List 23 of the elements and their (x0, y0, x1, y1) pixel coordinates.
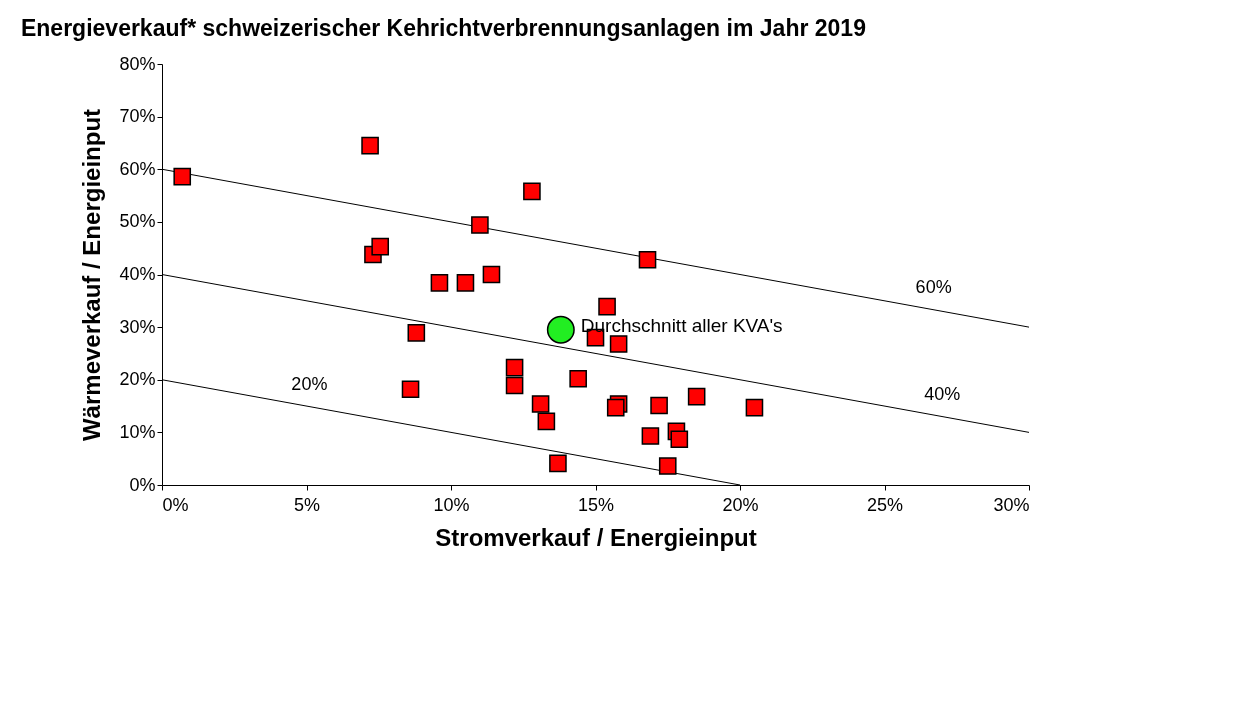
x-axis-title: Stromverkauf / Energieinput (435, 523, 757, 551)
y-axis-title: Wärmeverkauf / Energieinput (78, 108, 106, 442)
x-tick-label: 0% (162, 494, 189, 515)
y-tick-label: 80% (119, 53, 156, 74)
x-tick-label: 5% (293, 494, 321, 515)
series-label: 20% (291, 373, 328, 394)
y-tick-label: 0% (129, 474, 156, 495)
y-tick-label: 50% (119, 211, 156, 232)
x-tick-label: 30% (993, 494, 1030, 515)
x-tick-label: 15% (577, 494, 615, 515)
y-tick-label: 10% (119, 421, 156, 442)
series-label: 60% (915, 276, 952, 297)
y-tick-label: 60% (119, 158, 156, 179)
x-tick-label: 10% (433, 494, 470, 515)
chart-title: Energieverkauf* schweizerischer Kehrichtverbrennungsanlagen im Jahr 2019 (20, 15, 866, 41)
y-tick-label: 30% (119, 316, 156, 337)
y-tick-label: 40% (119, 264, 156, 284)
x-tick-label: 25% (866, 494, 904, 515)
x-tick-label: 20% (722, 494, 759, 515)
y-tick-label: 20% (119, 369, 156, 390)
y-tick-label: 70% (119, 106, 156, 127)
series-label: 40% (924, 383, 961, 404)
series-label: Durchschnitt aller KVA's (580, 314, 783, 336)
